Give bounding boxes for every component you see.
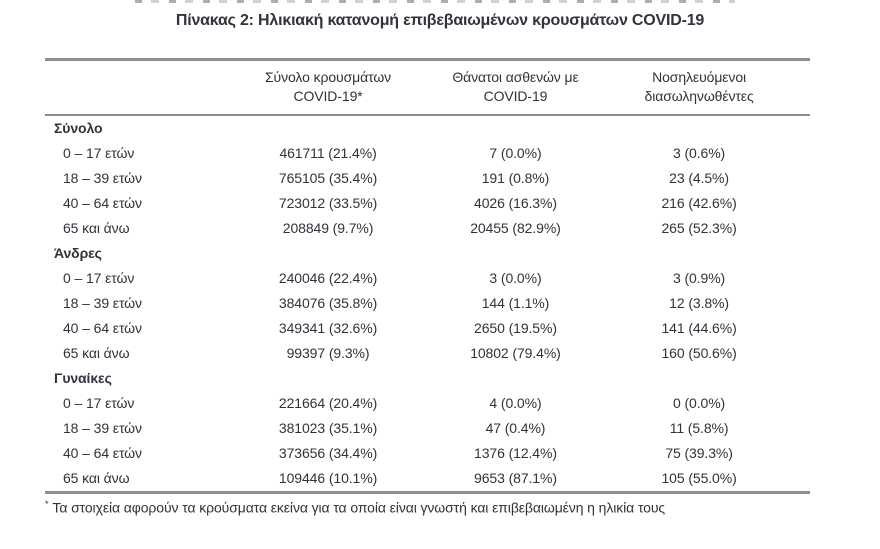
deaths-cell: 10802 (79.4%)	[470, 345, 561, 361]
deaths-cell: 4026 (16.3%)	[474, 195, 557, 211]
table-row: 18 – 39 ετών 384076 (35.8%) 144 (1.1%) 1…	[45, 291, 810, 316]
table-row: 18 – 39 ετών 765105 (35.4%) 191 (0.8%) 2…	[45, 166, 810, 191]
age-label: 18 – 39 ετών	[63, 295, 142, 311]
column-header-deaths: Θάνατοι ασθενών με COVID-19	[442, 59, 589, 116]
age-label: 40 – 64 ετών	[63, 195, 142, 211]
deaths-cell: 3 (0.0%)	[489, 270, 542, 286]
cases-cell: 723012 (33.5%)	[278, 195, 378, 211]
intubated-cell: 75 (39.3%)	[665, 445, 733, 461]
footnote-asterisk: *	[45, 499, 49, 509]
cropped-text-artifact	[135, 0, 735, 3]
cases-cell: 109446 (10.1%)	[278, 470, 378, 486]
column-header-intubated: Νοσηλευόμενοι διασωληνωθέντες	[588, 59, 810, 116]
cases-cell: 208849 (9.7%)	[282, 220, 374, 236]
table-header: Σύνολο κρουσμάτων COVID-19* Θάνατοι ασθε…	[45, 59, 810, 116]
table-row: 65 και άνω 109446 (10.1%) 9653 (87.1%) 1…	[45, 466, 810, 493]
table-row: 40 – 64 ετών 349341 (32.6%) 2650 (19.5%)…	[45, 316, 810, 341]
deaths-cell: 20455 (82.9%)	[470, 220, 561, 236]
footnote-text: Τα στοιχεία αφορούν τα κρούσματα εκείνα …	[52, 499, 666, 516]
section-header-row: Σύνολο	[45, 115, 810, 141]
intubated-cell: 265 (52.3%)	[661, 220, 737, 236]
age-label: 65 και άνω	[63, 220, 130, 236]
age-label: 0 – 17 ετών	[63, 395, 135, 411]
age-label: 40 – 64 ετών	[63, 445, 142, 461]
age-label: 40 – 64 ετών	[63, 320, 142, 336]
deaths-cell: 4 (0.0%)	[489, 395, 542, 411]
table-row: 0 – 17 ετών 461711 (21.4%) 7 (0.0%) 3 (0…	[45, 141, 810, 166]
table-row: 40 – 64 ετών 373656 (34.4%) 1376 (12.4%)…	[45, 441, 810, 466]
cases-cell: 99397 (9.3%)	[286, 345, 370, 361]
cases-cell: 349341 (32.6%)	[278, 320, 378, 336]
table-title: Πίνακας 2: Ηλικιακή κατανομή επιβεβαιωμέ…	[175, 12, 705, 29]
cases-cell: 384076 (35.8%)	[278, 295, 378, 311]
intubated-cell: 105 (55.0%)	[661, 470, 737, 486]
deaths-cell: 191 (0.8%)	[481, 170, 550, 186]
deaths-cell: 144 (1.1%)	[481, 295, 550, 311]
age-label: 0 – 17 ετών	[63, 270, 135, 286]
table-row: 0 – 17 ετών 221664 (20.4%) 4 (0.0%) 0 (0…	[45, 391, 810, 416]
deaths-cell: 7 (0.0%)	[489, 145, 542, 161]
intubated-cell: 11 (5.8%)	[669, 420, 729, 436]
table-row: 0 – 17 ετών 240046 (22.4%) 3 (0.0%) 3 (0…	[45, 266, 810, 291]
column-header-empty	[45, 59, 214, 116]
covid-age-table: Σύνολο κρουσμάτων COVID-19* Θάνατοι ασθε…	[45, 58, 810, 494]
section-label-men: Άνδρες	[54, 245, 102, 261]
cases-cell: 373656 (34.4%)	[278, 445, 378, 461]
age-label: 65 και άνω	[63, 470, 130, 486]
intubated-cell: 3 (0.9%)	[673, 270, 726, 286]
age-label: 18 – 39 ετών	[63, 420, 142, 436]
section-label-total: Σύνολο	[54, 120, 103, 136]
section-label-women: Γυναίκες	[54, 370, 112, 386]
table-row: 18 – 39 ετών 381023 (35.1%) 47 (0.4%) 11…	[45, 416, 810, 441]
deaths-cell: 1376 (12.4%)	[474, 445, 557, 461]
intubated-cell: 0 (0.0%)	[673, 395, 726, 411]
covid-age-table-wrap: Σύνολο κρουσμάτων COVID-19* Θάνατοι ασθε…	[45, 58, 810, 494]
cases-cell: 381023 (35.1%)	[278, 420, 378, 436]
table-row: 40 – 64 ετών 723012 (33.5%) 4026 (16.3%)…	[45, 191, 810, 216]
column-header-cases: Σύνολο κρουσμάτων COVID-19*	[213, 59, 443, 116]
age-label: 18 – 39 ετών	[63, 170, 142, 186]
section-header-row: Γυναίκες	[45, 366, 810, 391]
section-header-row: Άνδρες	[45, 241, 810, 266]
intubated-cell: 141 (44.6%)	[661, 320, 737, 336]
age-label: 65 και άνω	[63, 345, 130, 361]
table-row: 65 και άνω 99397 (9.3%) 10802 (79.4%) 16…	[45, 341, 810, 366]
deaths-cell: 9653 (87.1%)	[474, 470, 557, 486]
age-label: 0 – 17 ετών	[63, 145, 135, 161]
cases-cell: 221664 (20.4%)	[278, 395, 378, 411]
intubated-cell: 12 (3.8%)	[669, 295, 729, 311]
cases-cell: 765105 (35.4%)	[278, 170, 378, 186]
intubated-cell: 3 (0.6%)	[673, 145, 726, 161]
deaths-cell: 2650 (19.5%)	[474, 320, 557, 336]
cases-cell: 461711 (21.4%)	[279, 145, 377, 161]
intubated-cell: 160 (50.6%)	[661, 345, 737, 361]
intubated-cell: 23 (4.5%)	[669, 170, 729, 186]
deaths-cell: 47 (0.4%)	[485, 420, 546, 436]
table-body: Σύνολο 0 – 17 ετών 461711 (21.4%) 7 (0.0…	[45, 115, 810, 493]
intubated-cell: 216 (42.6%)	[661, 195, 737, 211]
cases-cell: 240046 (22.4%)	[278, 270, 378, 286]
footnote: * Τα στοιχεία αφορούν τα κρούσματα εκείνα…	[45, 495, 835, 517]
table-row: 65 και άνω 208849 (9.7%) 20455 (82.9%) 2…	[45, 216, 810, 241]
